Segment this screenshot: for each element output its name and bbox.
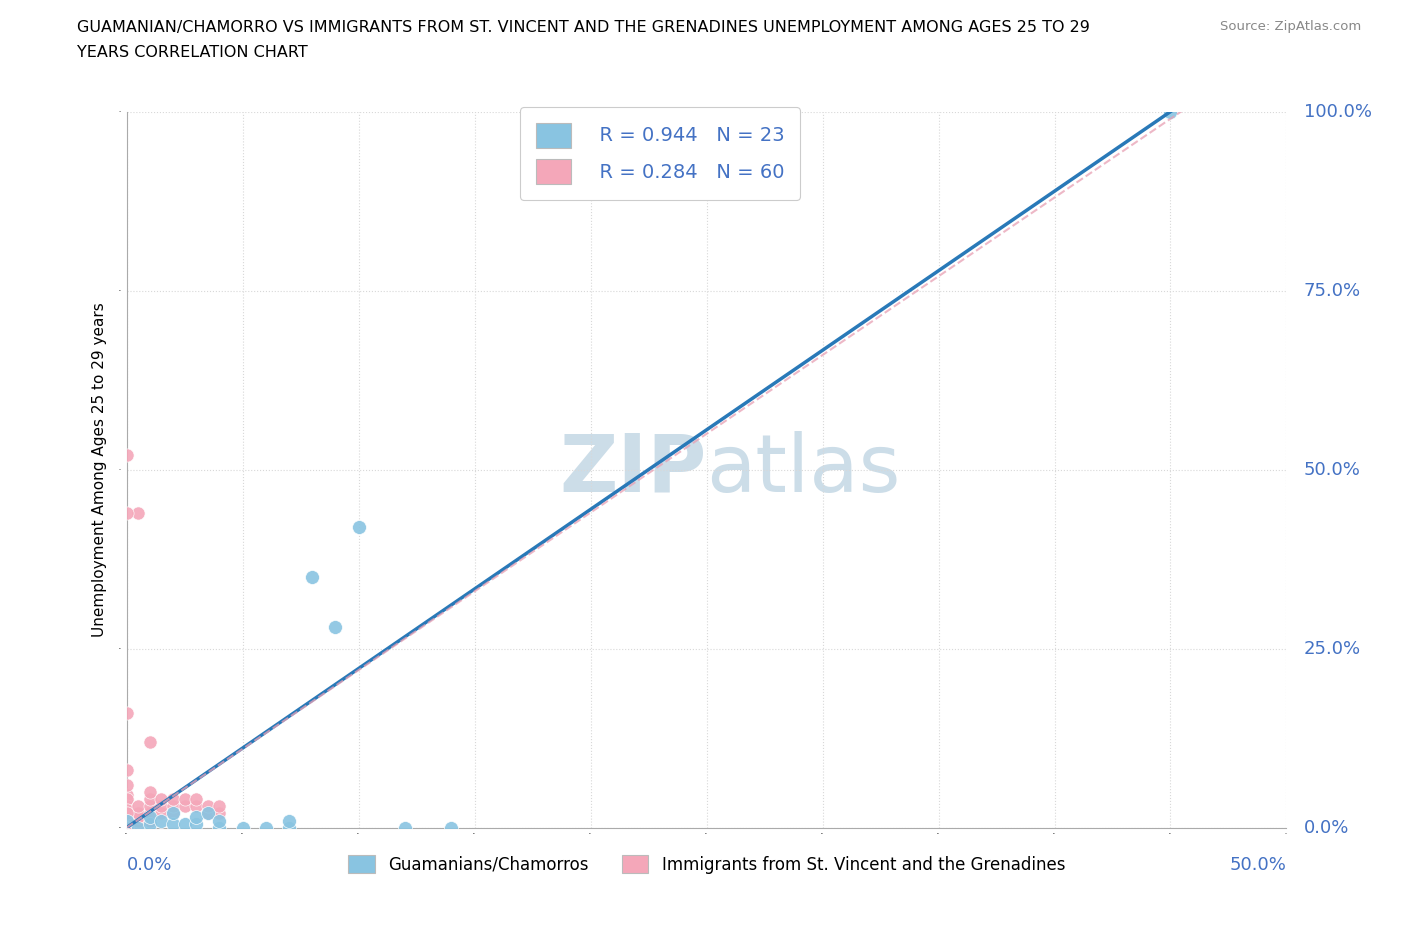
Point <box>323 619 347 634</box>
Point <box>127 806 149 821</box>
Point <box>138 806 162 821</box>
Point <box>162 806 184 821</box>
Point <box>115 803 138 817</box>
Point <box>115 799 138 814</box>
Text: Source: ZipAtlas.com: Source: ZipAtlas.com <box>1220 20 1361 33</box>
Point <box>115 803 138 817</box>
Point <box>115 809 138 824</box>
Point <box>208 820 231 835</box>
Point <box>127 505 149 520</box>
Point <box>115 820 138 835</box>
Point <box>138 809 162 824</box>
Point <box>115 788 138 803</box>
Point <box>138 735 162 750</box>
Point <box>127 820 149 835</box>
Text: YEARS CORRELATION CHART: YEARS CORRELATION CHART <box>77 45 308 60</box>
Point <box>115 820 138 835</box>
Point <box>254 820 277 835</box>
Point <box>162 817 184 831</box>
Point <box>115 795 138 810</box>
Point <box>115 820 138 835</box>
Point <box>186 799 208 814</box>
Point <box>197 806 219 821</box>
Point <box>115 813 138 828</box>
Point <box>115 820 138 835</box>
Point <box>115 791 138 806</box>
Point <box>150 813 173 828</box>
Point <box>115 706 138 721</box>
Point <box>127 813 149 828</box>
Point <box>115 817 138 831</box>
Point <box>138 785 162 800</box>
Point <box>278 820 301 835</box>
Point <box>150 791 173 806</box>
Point <box>231 820 254 835</box>
Point <box>301 569 323 585</box>
Text: ZIP: ZIP <box>560 431 707 509</box>
Point <box>173 817 195 831</box>
Point <box>186 791 208 806</box>
Point <box>162 791 184 806</box>
Y-axis label: Unemployment Among Ages 25 to 29 years: Unemployment Among Ages 25 to 29 years <box>93 302 107 637</box>
Point <box>138 799 162 814</box>
Text: 75.0%: 75.0% <box>1303 282 1361 299</box>
Point <box>115 820 138 835</box>
Point <box>138 791 162 806</box>
Point <box>127 799 149 814</box>
Text: 0.0%: 0.0% <box>1303 818 1350 837</box>
Point <box>197 806 219 821</box>
Point <box>115 806 138 821</box>
Point <box>138 813 162 828</box>
Point <box>162 806 184 821</box>
Point <box>347 520 370 535</box>
Point <box>150 799 173 814</box>
Point <box>394 820 416 835</box>
Point <box>173 791 195 806</box>
Text: 25.0%: 25.0% <box>1303 640 1361 658</box>
Point <box>115 806 138 821</box>
Point <box>115 813 138 828</box>
Point <box>162 799 184 814</box>
Point <box>150 806 173 821</box>
Point <box>440 820 463 835</box>
Text: 50.0%: 50.0% <box>1303 460 1361 479</box>
Point <box>115 791 138 806</box>
Point <box>208 813 231 828</box>
Point <box>115 763 138 777</box>
Point <box>115 820 138 835</box>
Text: 100.0%: 100.0% <box>1303 102 1372 121</box>
Point <box>115 806 138 821</box>
Point <box>115 813 138 828</box>
Point <box>208 806 231 821</box>
Text: 50.0%: 50.0% <box>1230 857 1286 874</box>
Point <box>278 813 301 828</box>
Point <box>115 809 138 824</box>
Point <box>208 799 231 814</box>
Text: 0.0%: 0.0% <box>127 857 172 874</box>
Point <box>138 817 162 831</box>
Text: atlas: atlas <box>707 431 901 509</box>
Point <box>115 813 138 828</box>
Point <box>115 505 138 520</box>
Legend: Guamanians/Chamorros, Immigrants from St. Vincent and the Grenadines: Guamanians/Chamorros, Immigrants from St… <box>342 848 1071 880</box>
Point <box>115 817 138 831</box>
Point <box>173 799 195 814</box>
Point <box>115 813 138 828</box>
Point <box>197 799 219 814</box>
Point <box>186 817 208 831</box>
Point <box>115 817 138 831</box>
Point <box>186 809 208 824</box>
Point <box>115 448 138 463</box>
Point <box>115 820 138 835</box>
Point <box>115 817 138 831</box>
Point <box>1160 104 1182 119</box>
Point <box>115 799 138 814</box>
Text: GUAMANIAN/CHAMORRO VS IMMIGRANTS FROM ST. VINCENT AND THE GRENADINES UNEMPLOYMEN: GUAMANIAN/CHAMORRO VS IMMIGRANTS FROM ST… <box>77 20 1090 35</box>
Point <box>127 817 149 831</box>
Point <box>127 809 149 824</box>
Point <box>115 806 138 821</box>
Point <box>115 777 138 792</box>
